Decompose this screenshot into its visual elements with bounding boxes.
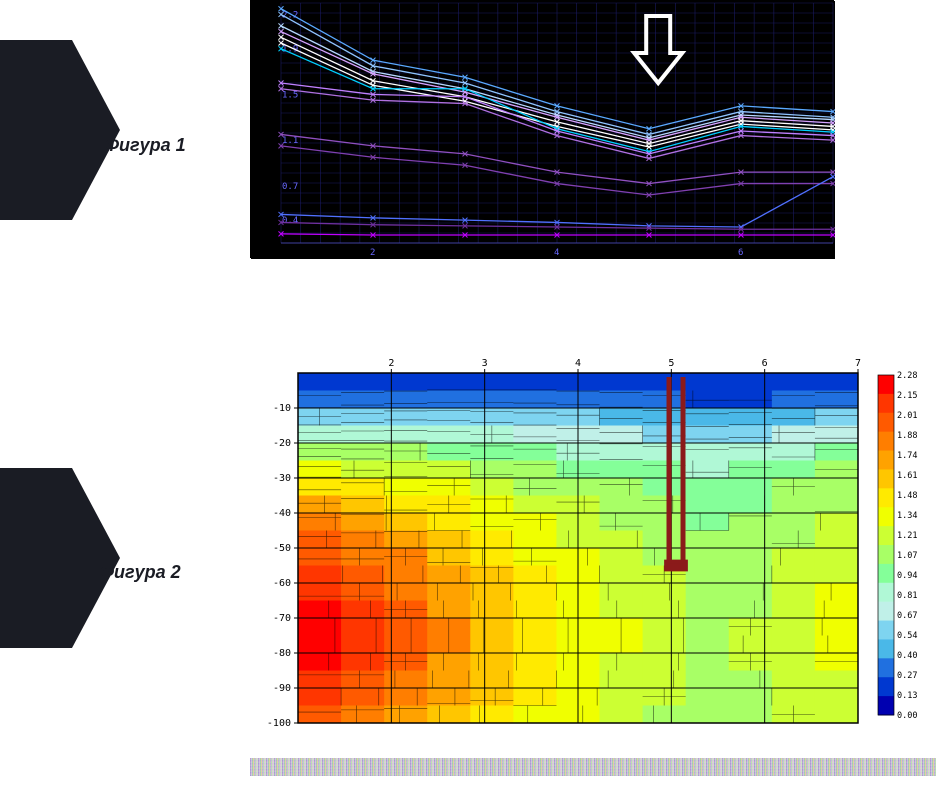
svg-text:4: 4 (554, 248, 559, 258)
svg-text:-30: -30 (273, 473, 291, 484)
svg-text:-100: -100 (267, 718, 291, 729)
svg-text:0.54: 0.54 (897, 631, 917, 641)
svg-text:2: 2 (370, 248, 375, 258)
figure2-chart: 2 3 4 5 6 7 -10 -20 -30 -40 -50 -60 -70 -80 -90 -100 2.2… (250, 355, 936, 735)
svg-text:2: 2 (388, 358, 394, 369)
svg-text:0.27: 0.27 (897, 671, 917, 681)
svg-text:2.01: 2.01 (897, 411, 917, 421)
svg-text:2.28: 2.28 (897, 371, 917, 381)
svg-text:-40: -40 (273, 508, 291, 519)
svg-text:1.61: 1.61 (897, 471, 917, 481)
svg-text:7: 7 (855, 358, 861, 369)
svg-text:2.15: 2.15 (897, 391, 917, 401)
svg-text:1.5: 1.5 (282, 90, 298, 100)
figure1-tag (0, 40, 120, 220)
figure2-label: Фигура 2 (100, 562, 181, 583)
figure1-label: Фигура 1 (105, 135, 186, 156)
svg-text:1.1: 1.1 (282, 136, 298, 146)
svg-text:-60: -60 (273, 578, 291, 589)
svg-text:0.67: 0.67 (897, 611, 917, 621)
svg-text:3: 3 (482, 358, 488, 369)
svg-text:0.94: 0.94 (897, 571, 917, 581)
svg-text:1.74: 1.74 (897, 451, 917, 461)
svg-text:0.00: 0.00 (897, 711, 917, 721)
svg-text:1.34: 1.34 (897, 511, 917, 521)
svg-text:6: 6 (762, 358, 768, 369)
svg-text:1.07: 1.07 (897, 551, 917, 561)
svg-text:1.88: 1.88 (897, 431, 917, 441)
svg-text:1.48: 1.48 (897, 491, 917, 501)
svg-text:0.13: 0.13 (897, 691, 917, 701)
svg-text:6: 6 (738, 248, 743, 258)
svg-text:-90: -90 (273, 683, 291, 694)
svg-text:-20: -20 (273, 438, 291, 449)
svg-text:0.81: 0.81 (897, 591, 917, 601)
figure2-tag (0, 468, 120, 648)
svg-text:-80: -80 (273, 648, 291, 659)
svg-text:1.21: 1.21 (897, 531, 917, 541)
figure1-chart: 0.40.71.11.51.92.2246 (250, 0, 834, 258)
svg-text:5: 5 (668, 358, 674, 369)
svg-text:-10: -10 (273, 403, 291, 414)
svg-text:4: 4 (575, 358, 581, 369)
noise-bar (250, 758, 936, 776)
svg-text:0.7: 0.7 (282, 182, 298, 192)
svg-text:0.40: 0.40 (897, 651, 917, 661)
svg-text:-50: -50 (273, 543, 291, 554)
svg-text:0.4: 0.4 (282, 216, 298, 226)
svg-text:-70: -70 (273, 613, 291, 624)
